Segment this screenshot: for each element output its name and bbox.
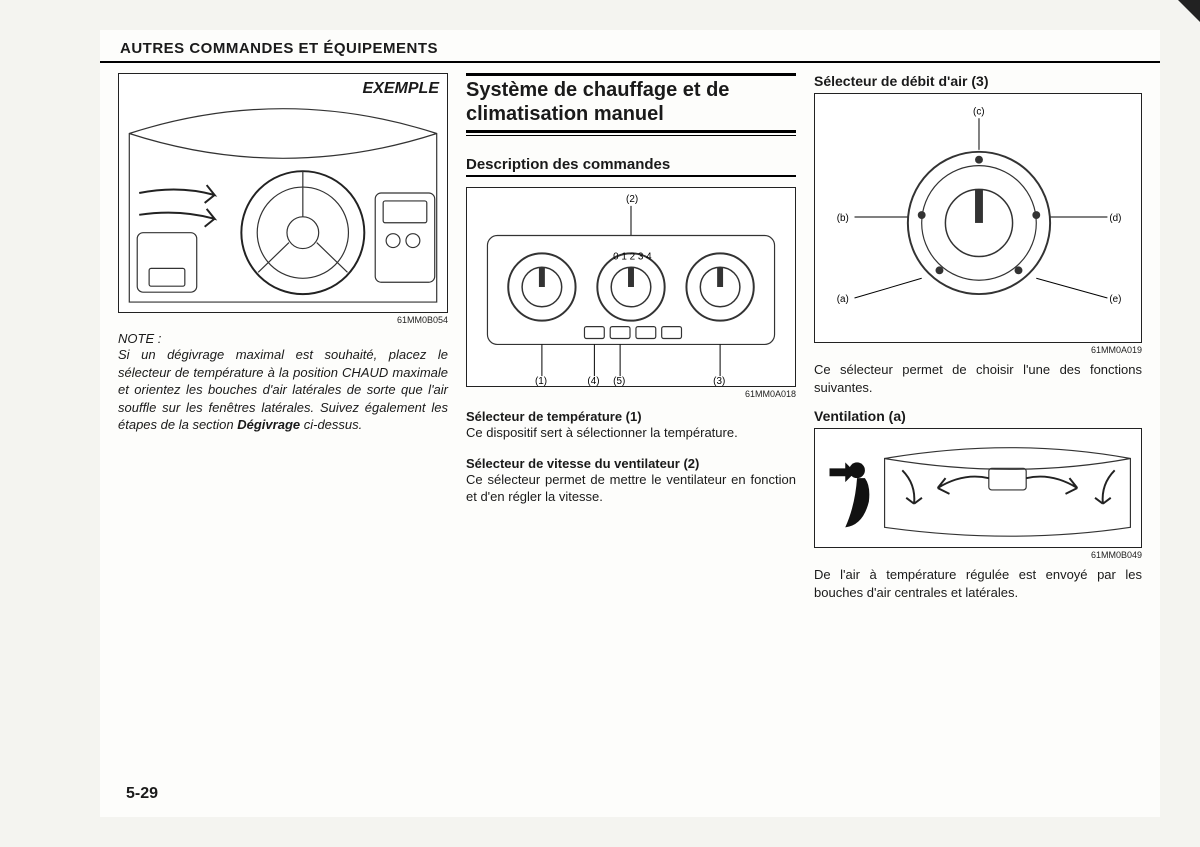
figure-code: 61MM0A019	[814, 345, 1142, 355]
note-text-post: ci-dessus.	[300, 417, 362, 432]
svg-text:(d): (d)	[1109, 213, 1121, 224]
svg-text:(3): (3)	[713, 376, 725, 386]
temp-selector-title: Sélecteur de température (1)	[466, 409, 796, 424]
figure-climate-controls: (2) 0	[466, 187, 796, 387]
main-heading: Système de chauffage et de climatisation…	[466, 78, 796, 130]
note-label: NOTE :	[118, 331, 448, 346]
section-header: AUTRES COMMANDES ET ÉQUIPEMENTS	[100, 30, 1160, 63]
sub-heading: Description des commandes	[466, 156, 796, 177]
air-selector-desc: Ce sélecteur permet de choisir l'une des…	[814, 361, 1142, 396]
svg-text:(1): (1)	[535, 376, 547, 386]
figure-ventilation	[814, 428, 1142, 548]
ventilation-desc: De l'air à température régulée est envoy…	[814, 566, 1142, 601]
figure-code: 61MM0B054	[118, 315, 448, 325]
svg-text:(4): (4)	[587, 376, 599, 386]
air-selector-heading: Sélecteur de débit d'air (3)	[814, 73, 1142, 89]
figure-air-dial: (a) (b) (c) (d) (e)	[814, 93, 1142, 343]
example-label: EXEMPLE	[359, 78, 443, 100]
svg-text:(b): (b)	[837, 213, 849, 224]
note-body: Si un dégivrage maximal est souhaité, pl…	[118, 346, 448, 434]
note-text-bold: Dégivrage	[237, 417, 300, 432]
svg-text:(c): (c)	[973, 106, 985, 117]
svg-text:(e): (e)	[1109, 294, 1121, 305]
fan-selector-body: Ce sélecteur permet de mettre le ventila…	[466, 471, 796, 506]
temp-selector-body: Ce dispositif sert à sélectionner la tem…	[466, 424, 796, 442]
svg-text:0 1 2 3 4: 0 1 2 3 4	[613, 251, 652, 262]
callout-2: (2)	[626, 194, 638, 205]
figure-code: 61MM0A018	[466, 389, 796, 399]
figure-interior-example: EXEMPLE	[118, 73, 448, 313]
page-number: 5-29	[126, 785, 158, 803]
fan-selector-title: Sélecteur de vitesse du ventilateur (2)	[466, 456, 796, 471]
figure-code: 61MM0B049	[814, 550, 1142, 560]
svg-text:(5): (5)	[613, 376, 625, 386]
svg-text:(a): (a)	[837, 294, 849, 305]
ventilation-heading: Ventilation (a)	[814, 408, 1142, 424]
